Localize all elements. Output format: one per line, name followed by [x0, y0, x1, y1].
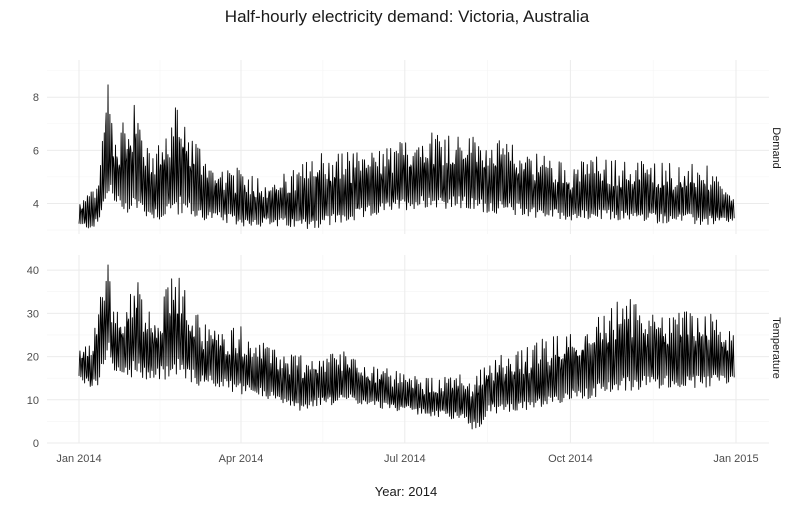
x-tick-label: Jul 2014: [384, 453, 426, 465]
demand-facet-label: Demand: [770, 127, 782, 169]
x-axis: Jan 2014 Apr 2014 Jul 2014 Oct 2014 Jan 2015: [56, 453, 758, 465]
temperature-y-tick-label: 10: [27, 395, 39, 407]
temperature-series-line: [78, 264, 735, 430]
x-tick-label: Oct 2014: [548, 453, 593, 465]
temperature-panel: 0 10 20 30 40 Temperature: [27, 255, 782, 450]
x-tick-label: Jan 2014: [56, 453, 101, 465]
demand-y-tick-label: 6: [33, 145, 39, 157]
temperature-y-tick-label: 30: [27, 308, 39, 320]
demand-y-axis: 4 6 8: [33, 92, 39, 210]
demand-y-tick-label: 4: [33, 198, 39, 210]
temperature-y-tick-label: 20: [27, 352, 39, 364]
x-tick-label: Jan 2015: [713, 453, 758, 465]
temperature-y-tick-label: 40: [27, 265, 39, 277]
demand-panel: 4 6 8 Demand: [33, 60, 782, 234]
x-tick-label: Apr 2014: [219, 453, 264, 465]
temperature-y-tick-label: 0: [33, 438, 39, 450]
temperature-y-axis: 0 10 20 30 40: [27, 265, 39, 450]
x-axis-title: Year: 2014: [375, 484, 437, 499]
demand-series-line: [78, 84, 735, 229]
chart-title: Half-hourly electricity demand: Victoria…: [225, 7, 590, 26]
demand-y-tick-label: 8: [33, 92, 39, 104]
temperature-facet-label: Temperature: [770, 317, 782, 379]
